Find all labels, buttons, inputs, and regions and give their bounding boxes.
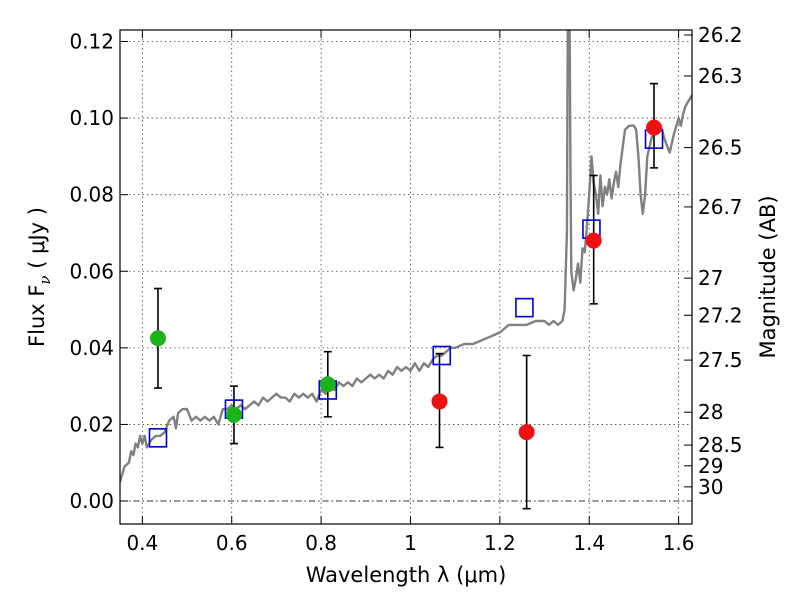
y-tick-label: 0.06: [69, 259, 114, 283]
x-tick-label: 0.6: [216, 531, 248, 555]
magnitude-tick-label: 27.5: [698, 348, 743, 372]
model-band-square: [432, 345, 452, 366]
y-axis-label-subscript: ν: [36, 275, 54, 284]
y-axis-ticks: 0.00 0.02 0.04 0.06 0.08 0.10 0.12: [69, 29, 128, 513]
magnitude-axis-label: Magnitude (AB): [756, 195, 780, 358]
model-spectrum-group: [120, 30, 692, 483]
y-tick-label: 0.10: [69, 106, 114, 130]
y-tick-label: 0.02: [69, 412, 114, 436]
magnitude-tick-label: 28.5: [698, 433, 743, 457]
x-tick-label: 0.8: [305, 531, 337, 555]
x-axis-label: Wavelength λ (μm): [306, 563, 507, 587]
x-tick-label: 1.6: [663, 531, 695, 555]
detection-point: [225, 406, 242, 423]
plot-area: [120, 30, 692, 524]
magnitude-tick-label: 28: [698, 400, 723, 424]
magnitude-tick-label: 27.2: [698, 303, 743, 327]
x-tick-label: 1.4: [573, 531, 605, 555]
magnitude-tick-label: 27: [698, 266, 723, 290]
y-axis-label-text: Flux F: [25, 285, 49, 347]
magnitude-tick-label: 26.2: [698, 23, 743, 47]
detection-point: [149, 330, 166, 347]
magnitude-tick-label: 30: [698, 475, 723, 499]
y-tick-label: 0.12: [69, 29, 114, 53]
x-tick-label: 1.2: [484, 531, 516, 555]
near-ir-point: [431, 393, 448, 410]
magnitude-tick-label: 26.5: [698, 136, 743, 160]
near-ir-point: [518, 424, 535, 441]
magnitude-tick-label: 29: [698, 454, 723, 478]
y-tick-label: 0.04: [69, 336, 114, 360]
model-spectrum-line: [120, 30, 692, 483]
x-tick-label: 0.4: [126, 531, 158, 555]
y-axis-label-unit: ( μJy ): [25, 207, 49, 275]
near-ir-point: [585, 232, 602, 249]
plot-frame: [119, 29, 693, 525]
x-axis-ticks: 0.4 0.6 0.8 1 1.2 1.4 1.6: [126, 30, 695, 555]
x-tick-label: 1: [404, 531, 417, 555]
y-axis-label: Flux Fν ( μJy ): [25, 207, 54, 347]
observed-points-group: [149, 119, 663, 441]
magnitude-tick-label: 26.3: [698, 64, 743, 88]
y-tick-label: 0.00: [69, 489, 114, 513]
y-tick-label: 0.08: [69, 183, 114, 207]
near-ir-point: [646, 119, 663, 136]
magnitude-tick-label: 26.7: [698, 195, 743, 219]
model-band-square: [148, 428, 168, 448]
detection-point: [319, 376, 336, 393]
model-band-square: [515, 297, 534, 318]
